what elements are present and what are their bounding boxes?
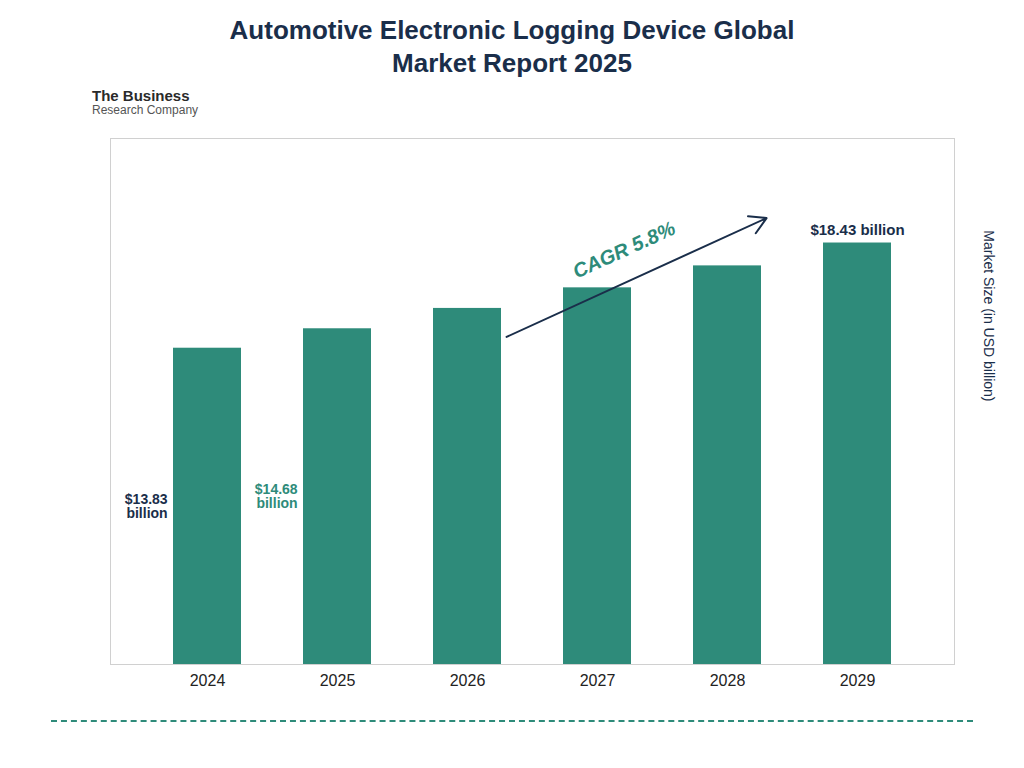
html-text:The Business: The Business: [92, 87, 190, 104]
svg-text:2028: 2028: [710, 672, 746, 689]
html-text:Automotive Electronic Logging: Automotive Electronic Logging Device Glo…: [229, 15, 795, 78]
svg-text:$18.43 billion: $18.43 billion: [810, 221, 904, 238]
svg-text:2029: 2029: [840, 672, 876, 689]
svg-text:2026: 2026: [450, 672, 486, 689]
html-text:Research Company: Research Company: [92, 103, 199, 118]
svg-text:Market Size (in USD billion): Market Size (in USD billion): [981, 230, 997, 401]
svg-text:$13.83billion: $13.83billion: [125, 491, 168, 521]
svg-text:2027: 2027: [580, 672, 616, 689]
svg-text:2025: 2025: [320, 672, 356, 689]
svg-text:CAGR 5.8%: CAGR 5.8%: [569, 217, 678, 283]
svg-text:$14.68billion: $14.68billion: [255, 481, 298, 511]
svg-text:2024: 2024: [190, 672, 226, 689]
